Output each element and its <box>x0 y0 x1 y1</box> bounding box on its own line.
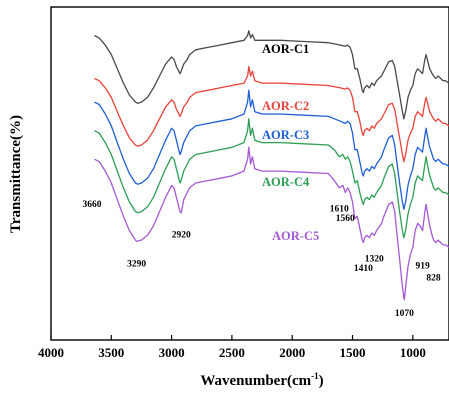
plot-frame <box>50 6 449 341</box>
x-tick-label: 3000 <box>159 345 185 360</box>
x-tick-label: 1000 <box>400 345 426 360</box>
peak-label: 828 <box>426 274 441 284</box>
peak-label: 1560 <box>336 214 355 224</box>
peak-label: 1410 <box>354 264 373 274</box>
peak-label: 3660 <box>83 200 102 210</box>
y-axis-title: Transmittance(%) <box>8 115 24 233</box>
series-layer <box>94 30 449 301</box>
series-label-aor-c5: AOR-C5 <box>272 229 319 243</box>
peak-label: 919 <box>415 262 430 272</box>
series-line-aor-c5 <box>94 146 449 301</box>
x-tick-label: 2500 <box>219 345 245 360</box>
x-ticks: 4000 3500 3000 2500 2000 1500 1000 <box>38 335 426 360</box>
x-tick-label: 1500 <box>340 345 366 360</box>
x-tick-label: 2000 <box>279 345 305 360</box>
series-label-aor-c2: AOR-C2 <box>262 99 309 113</box>
x-tick-label: 4000 <box>38 345 64 360</box>
series-label-aor-c3: AOR-C3 <box>262 128 309 142</box>
series-labels: AOR-C1 AOR-C2 AOR-C3 AOR-C4 AOR-C5 <box>262 42 319 243</box>
peak-label: 1610 <box>330 205 349 215</box>
peak-label: 3290 <box>127 259 146 269</box>
x-axis-title: Wavenumber(cm-1) <box>200 371 323 389</box>
series-line-aor-c4 <box>94 118 449 239</box>
series-line-aor-c2 <box>94 65 449 163</box>
peak-label: 1070 <box>395 309 414 319</box>
peak-label: 1320 <box>365 255 384 265</box>
series-line-aor-c3 <box>94 89 449 210</box>
peak-label: 2920 <box>172 231 191 241</box>
series-line-aor-c1 <box>94 30 449 120</box>
series-label-aor-c1: AOR-C1 <box>262 42 309 56</box>
series-label-aor-c4: AOR-C4 <box>262 175 310 189</box>
x-tick-label: 3500 <box>98 345 124 360</box>
